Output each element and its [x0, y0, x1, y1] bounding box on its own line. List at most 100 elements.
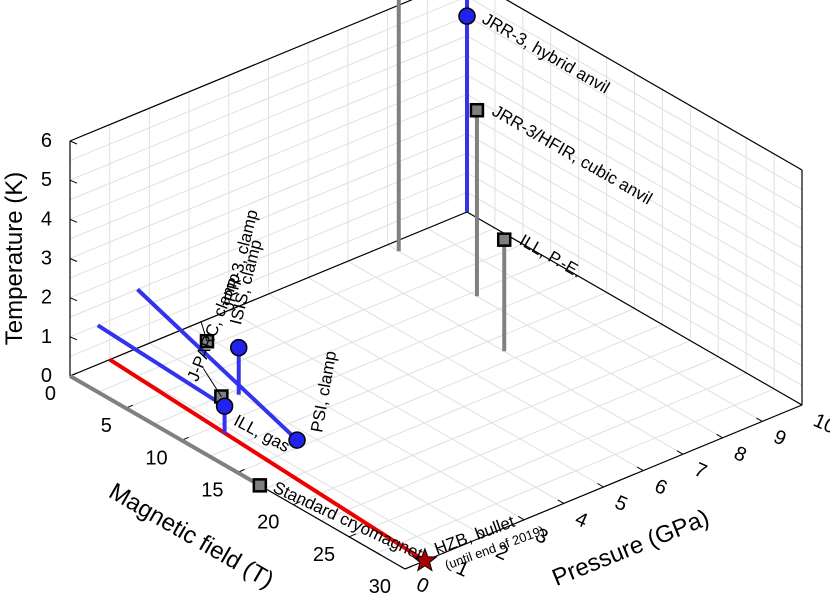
backwall-gridline — [69, 15, 468, 181]
temperature-tick — [69, 258, 78, 262]
floor-gridline — [97, 227, 496, 393]
floor-gridline — [376, 388, 775, 554]
floor-gridline — [348, 372, 747, 538]
backwall-gridline — [69, 172, 468, 338]
sidewall-gridline — [466, 54, 803, 249]
backwall-gridline — [69, 113, 468, 279]
pressure-tick-label: 6 — [651, 475, 670, 500]
temperature-tick — [69, 140, 78, 145]
standard-cryomagnet-marker — [252, 478, 268, 493]
pressure-tick — [636, 466, 644, 472]
grid-layer — [69, 0, 803, 570]
pressure-tick — [557, 499, 565, 504]
pressure-tick-label: 7 — [691, 459, 710, 484]
temperature-tick-label: 4 — [41, 208, 52, 230]
pressure-axis-title: Pressure (GPa) — [548, 504, 713, 591]
ill-gas-label: ILL, gas — [231, 411, 293, 456]
field-tick — [348, 533, 357, 538]
pressure-tick — [716, 433, 723, 439]
line-layer — [69, 0, 507, 563]
field-tick-label: 25 — [313, 544, 335, 566]
pressure-tick-label: 8 — [731, 442, 750, 467]
temperature-tick-label: 0 — [41, 365, 52, 387]
pressure-tick — [756, 417, 763, 422]
backwall-gridline — [69, 74, 468, 240]
box-top-edge — [505, 0, 803, 171]
backwall-gridline — [69, 94, 468, 259]
backwall-gridline — [69, 133, 468, 299]
sidewall-gridline — [466, 94, 803, 288]
ill-p-e-marker — [496, 232, 512, 247]
temperature-tick-label: 6 — [41, 130, 52, 152]
pressure-tick — [597, 483, 604, 488]
field-tick-label: 20 — [257, 512, 279, 534]
psi-clamp-label: PSI, clamp — [307, 350, 340, 434]
isis-clamp-marker — [229, 338, 248, 357]
temperature-tick — [69, 218, 78, 223]
ill-gas-marker — [215, 397, 234, 415]
field-tick-label: 0 — [45, 383, 56, 405]
sidewall-gridline — [466, 191, 803, 386]
field-tick-label: 10 — [145, 447, 167, 469]
temperature-tick — [69, 297, 78, 302]
floor-gridline — [125, 243, 524, 409]
field-tick-label: 30 — [369, 576, 391, 594]
field-tick-label: 5 — [101, 415, 112, 437]
temperature-tick-label: 1 — [41, 326, 52, 348]
pressure-tick-label: 5 — [611, 491, 630, 516]
box-floor-edge — [466, 211, 803, 406]
blue-range-line — [136, 287, 299, 442]
temperature-tick — [69, 179, 78, 184]
hzb-bullet-line — [108, 357, 426, 563]
box-top-edge — [69, 0, 413, 142]
cryomagnet-line — [69, 374, 261, 488]
field-tick-label: 15 — [201, 480, 223, 502]
temperature-tick-label: 3 — [41, 248, 52, 270]
pressure-tick — [398, 565, 406, 570]
pressure-tick-label: 0 — [413, 573, 432, 594]
backwall-gridline — [69, 152, 468, 318]
sidewall-gridline — [466, 35, 803, 230]
pressure-tick-label: 4 — [572, 508, 591, 533]
pressure-tick — [517, 515, 525, 521]
pressure-tick — [478, 532, 485, 537]
backwall-gridline — [69, 54, 468, 220]
temperature-axis-title: Temperature (K) — [1, 172, 28, 345]
sidewall-gridline — [466, 74, 803, 269]
floor-gridline — [293, 340, 691, 506]
sidewall-gridline — [466, 172, 803, 367]
temperature-tick-label: 5 — [41, 169, 52, 191]
sidewall-gridline — [471, 0, 803, 191]
pressure-tick-label: 9 — [770, 426, 789, 451]
pressure-tick-label: 10 — [810, 409, 830, 438]
sidewall-gridline — [466, 113, 803, 308]
field-tick — [404, 565, 413, 570]
psi-clamp-marker — [288, 431, 306, 449]
floor-gridline — [209, 291, 607, 457]
jrr-3-clamp-leader — [200, 321, 208, 342]
field-tick — [293, 501, 301, 506]
floor-gridline — [321, 356, 719, 522]
hzb-bullet-marker — [412, 547, 438, 572]
j-parc-clamp-leader — [202, 368, 222, 397]
jrr-3-hfir-cubic-anvil-marker — [469, 102, 485, 118]
field-axis-title: Magnetic field (T) — [104, 478, 278, 594]
blue-range-line — [96, 323, 226, 408]
temperature-tick — [69, 336, 78, 341]
pressure-tick — [676, 450, 684, 455]
temperature-tick-label: 2 — [41, 287, 52, 309]
pressure-tick — [438, 548, 445, 554]
sidewall-gridline — [466, 152, 803, 347]
backwall-gridline — [69, 191, 468, 357]
sidewall-gridline — [466, 133, 803, 328]
pressure-tick — [795, 401, 803, 406]
standard-cryomagnet-label: Standard cryomagnet — [270, 478, 426, 564]
sidewall-gridline — [466, 15, 803, 210]
floor-gridline — [181, 275, 579, 441]
jrr-3-hfir-cubic-anvil-label: JRR-3/HFIR, cubic anvil — [489, 101, 656, 208]
jrr-3-hybrid-anvil-marker — [458, 7, 476, 25]
floor-gridline — [265, 324, 663, 490]
backwall-gridline — [69, 0, 461, 162]
